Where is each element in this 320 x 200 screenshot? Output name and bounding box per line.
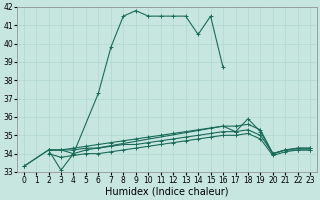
X-axis label: Humidex (Indice chaleur): Humidex (Indice chaleur): [105, 187, 229, 197]
